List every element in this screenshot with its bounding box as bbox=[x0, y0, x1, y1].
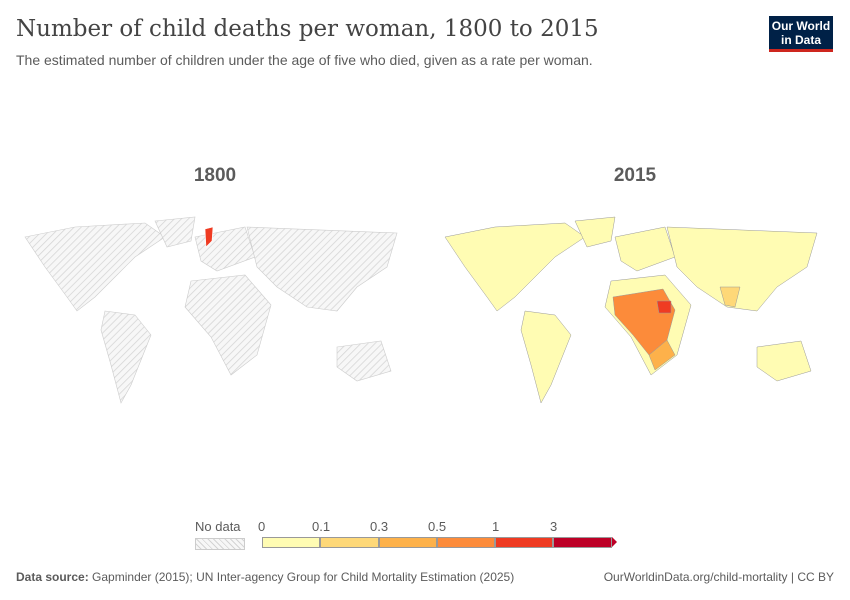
legend-bin bbox=[262, 537, 321, 548]
africa-mid-region bbox=[648, 339, 676, 371]
south-asia-region bbox=[719, 286, 741, 308]
legend-tick: 0.5 bbox=[428, 519, 447, 534]
source-text: Gapminder (2015); UN Inter-agency Group … bbox=[92, 570, 515, 584]
footer-url[interactable]: OurWorldinData.org/child-mortality | CC … bbox=[603, 570, 834, 584]
map-2015 bbox=[444, 216, 818, 404]
legend-no-data-label: No data bbox=[195, 519, 241, 534]
legend-bin bbox=[320, 537, 379, 548]
legend-color-bar bbox=[262, 537, 612, 548]
legend-tick: 0.1 bbox=[312, 519, 331, 534]
subtitle: The estimated number of children under t… bbox=[16, 52, 593, 68]
source-label: Data source: bbox=[16, 570, 89, 584]
legend-tick: 1 bbox=[492, 519, 500, 534]
page-title: Number of child deaths per woman, 1800 t… bbox=[16, 16, 599, 42]
map-1800 bbox=[24, 216, 398, 404]
legend-arrow-icon bbox=[612, 537, 617, 547]
legend-no-data-swatch bbox=[195, 538, 245, 550]
sweden-region bbox=[204, 226, 214, 248]
legend-bin bbox=[378, 537, 437, 548]
legend-bin bbox=[495, 537, 554, 548]
legend-tick: 0 bbox=[258, 519, 266, 534]
legend-tick: 0.3 bbox=[370, 519, 389, 534]
legend-bin bbox=[553, 537, 612, 548]
owid-logo[interactable]: Our World in Data bbox=[769, 16, 833, 52]
south-sudan-region bbox=[656, 300, 672, 314]
map-title-2015: 2015 bbox=[613, 165, 657, 186]
data-source: Data source: Gapminder (2015); UN Inter-… bbox=[16, 570, 514, 584]
map-title-1800: 1800 bbox=[193, 165, 237, 186]
legend-bin bbox=[436, 537, 496, 548]
legend-tick: 3 bbox=[550, 519, 558, 534]
